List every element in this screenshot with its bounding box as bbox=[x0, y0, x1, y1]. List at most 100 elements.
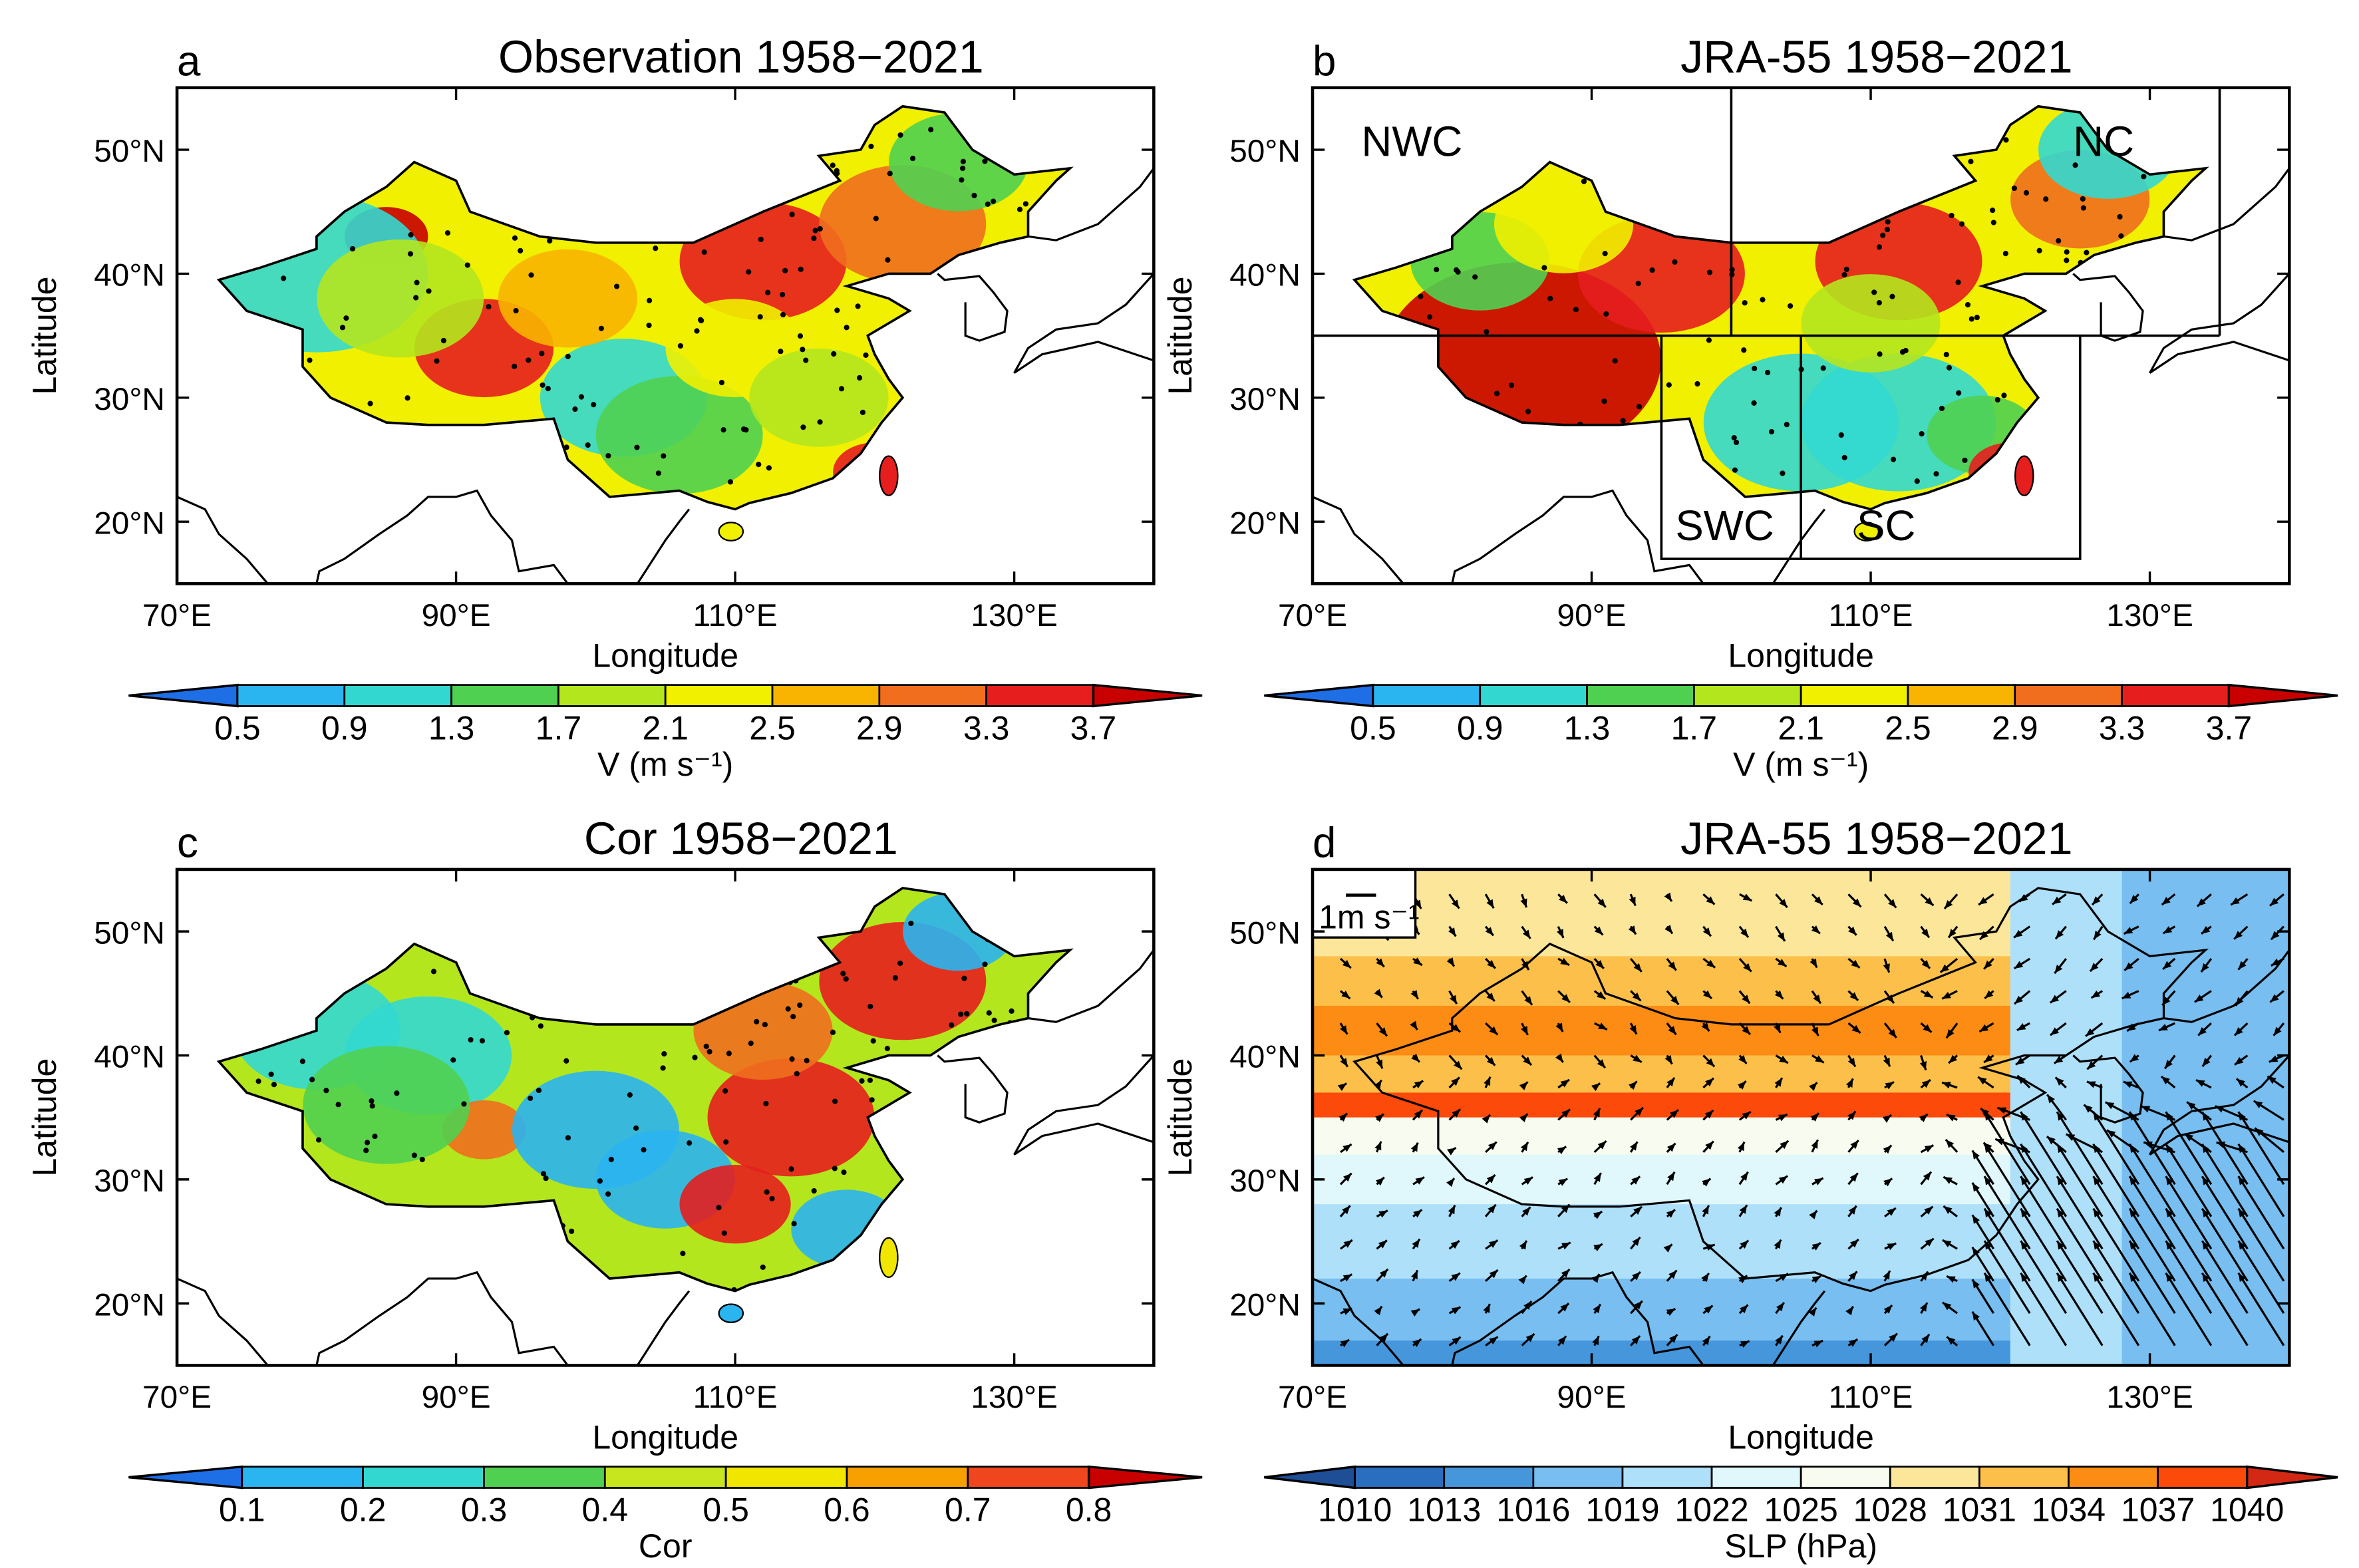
arrowhead-icon bbox=[1942, 1240, 1952, 1248]
station-dot bbox=[1011, 241, 1017, 247]
arrowhead-icon bbox=[1557, 1146, 1567, 1155]
arrowhead-icon bbox=[2238, 1112, 2246, 1121]
arrowhead-icon bbox=[2020, 1176, 2028, 1185]
colorbar-tick-label: 1022 bbox=[1674, 1491, 1748, 1529]
station-dot bbox=[1968, 316, 1974, 322]
station-dot bbox=[434, 358, 440, 364]
station-dot bbox=[2153, 408, 2159, 415]
arrowhead-icon bbox=[1850, 1140, 1859, 1150]
station-dot bbox=[1541, 265, 1547, 271]
station-dot bbox=[1990, 220, 1996, 226]
colorbar-box bbox=[362, 1466, 485, 1489]
station-dot bbox=[797, 1002, 803, 1009]
coastline bbox=[315, 489, 569, 584]
station-dot bbox=[897, 132, 903, 138]
arrowhead-icon bbox=[1742, 1026, 1750, 1035]
arrowhead-icon bbox=[1777, 932, 1785, 941]
arrowhead-icon bbox=[1561, 1242, 1571, 1250]
arrowhead-icon bbox=[1947, 1336, 1956, 1345]
station-dot bbox=[995, 1296, 1000, 1301]
arrowhead-icon bbox=[1632, 1237, 1641, 1246]
station-dot bbox=[272, 1134, 278, 1140]
station-dot bbox=[782, 267, 788, 273]
arrowhead-icon bbox=[2020, 1208, 2028, 1218]
arrowhead-icon bbox=[1592, 1336, 1599, 1345]
x-tick-label: 90°E bbox=[422, 1380, 491, 1415]
station-dot bbox=[1526, 503, 1532, 510]
arrowhead-icon bbox=[1410, 1309, 1420, 1317]
arrowhead-icon bbox=[1560, 957, 1569, 965]
colorbar-tick-label: 3.7 bbox=[2206, 709, 2253, 746]
station-dot bbox=[2117, 214, 2123, 220]
station-dot bbox=[336, 1232, 342, 1239]
arrowhead-icon bbox=[1666, 1209, 1675, 1218]
arrowhead-icon bbox=[1946, 1114, 1956, 1122]
station-dot bbox=[1876, 300, 1882, 306]
station-dot bbox=[627, 1092, 633, 1098]
arrowhead-icon bbox=[1742, 893, 1752, 901]
station-dot bbox=[655, 470, 661, 476]
station-dot bbox=[1406, 450, 1412, 456]
colorbar-box bbox=[603, 1466, 727, 1489]
wind-vector-arrow bbox=[2092, 1111, 2140, 1185]
station-dot bbox=[504, 1030, 510, 1036]
wind-vector-arrow bbox=[2092, 1176, 2140, 1250]
station-dot bbox=[987, 440, 993, 446]
station-dot bbox=[1009, 1008, 1015, 1014]
arrowhead-icon bbox=[1664, 1055, 1672, 1064]
colorbar-box bbox=[1800, 1466, 1891, 1489]
colorbar-tick-label: 2.9 bbox=[856, 709, 903, 746]
station-dot bbox=[1422, 405, 1428, 411]
panel-c: 70°E 90°E 110°E 130°E 20°N 30°N 40°N 50°N Longit… bbox=[26, 814, 1203, 1565]
arrowhead-icon bbox=[1634, 1301, 1643, 1310]
arrowhead-icon bbox=[1631, 1336, 1641, 1344]
station-dot bbox=[718, 379, 725, 386]
y-tick-label: 40°N bbox=[1229, 258, 1301, 293]
station-dot bbox=[1424, 501, 1430, 507]
arrowhead-icon bbox=[1980, 931, 1988, 940]
x-tick-label: 90°E bbox=[1557, 598, 1627, 633]
station-dot bbox=[778, 349, 784, 355]
station-dot bbox=[960, 165, 966, 172]
arrowhead-icon bbox=[1883, 1178, 1893, 1187]
station-dot bbox=[977, 1152, 983, 1158]
station-dot bbox=[462, 1284, 468, 1290]
colorbar-right-arrow bbox=[2227, 683, 2338, 708]
region-label-nwc: NWC bbox=[1361, 118, 1462, 165]
colorbar-left-arrow bbox=[128, 683, 239, 708]
station-dot bbox=[440, 337, 446, 344]
station-dot bbox=[414, 921, 421, 927]
arrowhead-icon bbox=[1924, 1145, 1934, 1153]
wind-vector-arrow bbox=[2092, 1272, 2140, 1346]
colorbar-tick-label: 3.7 bbox=[1070, 709, 1117, 746]
station-dot bbox=[721, 1230, 727, 1236]
colorbar-tick-label: 1031 bbox=[1943, 1491, 2016, 1529]
colorbar-tick-label: 0.8 bbox=[1066, 1491, 1112, 1529]
arrowhead-icon bbox=[1410, 990, 1418, 999]
station-dot bbox=[1899, 349, 1906, 355]
y-tick-label: 40°N bbox=[94, 258, 165, 293]
arrowhead-icon bbox=[1885, 1082, 1894, 1090]
y-tick-label: 30°N bbox=[1229, 382, 1301, 417]
station-dot bbox=[538, 1023, 544, 1029]
arrowhead-icon bbox=[1984, 1176, 1992, 1185]
station-dot bbox=[1847, 196, 1853, 203]
arrowhead-icon bbox=[2086, 1081, 2096, 1088]
colorbar-tick-label: 1010 bbox=[1318, 1491, 1392, 1529]
station-dot bbox=[313, 515, 318, 520]
station-dot bbox=[2056, 237, 2062, 244]
station-dot bbox=[478, 435, 484, 441]
station-dot bbox=[1672, 259, 1678, 265]
station-dot bbox=[780, 311, 786, 318]
station-dot bbox=[518, 247, 524, 253]
arrowhead-icon bbox=[2090, 963, 2099, 971]
arrowhead-icon bbox=[1737, 1142, 1745, 1152]
arrowhead-icon bbox=[1972, 1247, 1980, 1257]
arrowhead-icon bbox=[1743, 963, 1752, 972]
station-dot bbox=[964, 1011, 970, 1017]
station-dot bbox=[986, 1010, 992, 1016]
station-dot bbox=[726, 1050, 732, 1056]
arrowhead-icon bbox=[1808, 1307, 1817, 1317]
station-dot bbox=[860, 409, 866, 415]
arrowhead-icon bbox=[1811, 925, 1820, 934]
